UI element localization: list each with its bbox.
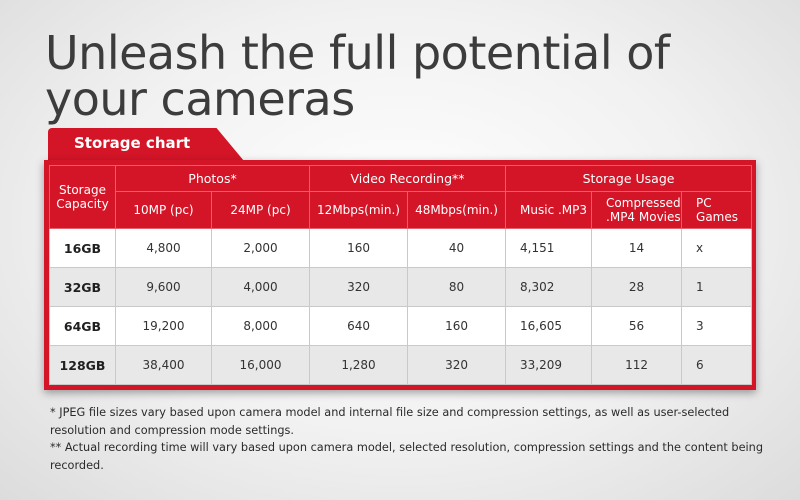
col-header-10mp: 10MP (pc) xyxy=(115,191,212,229)
table-cell: 6 xyxy=(681,345,753,385)
storage-chart-tab-label: Storage chart xyxy=(74,134,191,152)
table-cell: 320 xyxy=(407,345,507,385)
table-cell: 38,400 xyxy=(115,345,212,385)
footnote-photos: * JPEG file sizes vary based upon camera… xyxy=(50,406,730,437)
table-cell: 4,000 xyxy=(210,267,311,307)
page-headline: Unleash the full potential of your camer… xyxy=(45,26,670,126)
table-cell: 8,302 xyxy=(505,267,593,307)
table-cell: 28 xyxy=(591,267,683,307)
table-cell: 16,000 xyxy=(210,345,311,385)
col-header-48mbps: 48Mbps(min.) xyxy=(407,191,507,229)
col-header-music: Music .MP3 xyxy=(505,191,593,229)
video-recording-group-header: Video Recording** xyxy=(309,165,507,192)
table-cell: 40 xyxy=(407,228,507,268)
table-cell: 33,209 xyxy=(505,345,593,385)
table-cell: 14 xyxy=(591,228,683,268)
table-cell: 56 xyxy=(591,306,683,346)
photos-group-header: Photos* xyxy=(114,165,311,192)
table-row: 32GB 9,600 4,000 320 80 8,302 28 1 xyxy=(49,267,753,307)
table-cell: 19,200 xyxy=(115,306,212,346)
capacity-cell: 64GB xyxy=(49,306,116,346)
storage-capacity-header: Storage Capacity xyxy=(49,165,116,229)
footnotes: * JPEG file sizes vary based upon camera… xyxy=(50,404,780,474)
table-cell: 640 xyxy=(309,306,409,346)
table-row: 128GB 38,400 16,000 1,280 320 33,209 112… xyxy=(49,345,753,385)
table-cell: 9,600 xyxy=(115,267,212,307)
storage-table: Storage Capacity Photos* Video Recording… xyxy=(49,165,753,385)
col-header-movies: Compressed .MP4 Movies xyxy=(591,191,683,229)
table-cell: 80 xyxy=(407,267,507,307)
table-cell: 1,280 xyxy=(309,345,409,385)
capacity-cell: 128GB xyxy=(49,345,116,385)
table-cell: 4,800 xyxy=(115,228,212,268)
table-cell: 2,000 xyxy=(210,228,311,268)
col-header-12mbps: 12Mbps(min.) xyxy=(309,191,409,229)
footnote-video: ** Actual recording time will vary based… xyxy=(50,441,763,472)
table-cell: 3 xyxy=(681,306,753,346)
table-cell: x xyxy=(681,228,753,268)
table-cell: 160 xyxy=(309,228,409,268)
table-cell: 1 xyxy=(681,267,753,307)
table-cell: 320 xyxy=(309,267,409,307)
storage-usage-group-header: Storage Usage xyxy=(505,165,753,192)
capacity-cell: 16GB xyxy=(49,228,116,268)
table-row: 64GB 19,200 8,000 640 160 16,605 56 3 xyxy=(49,306,753,346)
table-cell: 112 xyxy=(591,345,683,385)
table-row: 16GB 4,800 2,000 160 40 4,151 14 x xyxy=(49,228,753,268)
table-cell: 16,605 xyxy=(505,306,593,346)
storage-table-panel: Storage Capacity Photos* Video Recording… xyxy=(44,160,756,390)
table-cell: 160 xyxy=(407,306,507,346)
table-cell: 4,151 xyxy=(505,228,593,268)
capacity-cell: 32GB xyxy=(49,267,116,307)
storage-chart-tab: Storage chart xyxy=(48,128,244,161)
col-header-pc-games: PC Games xyxy=(681,191,753,229)
table-cell: 8,000 xyxy=(210,306,311,346)
col-header-24mp: 24MP (pc) xyxy=(210,191,311,229)
